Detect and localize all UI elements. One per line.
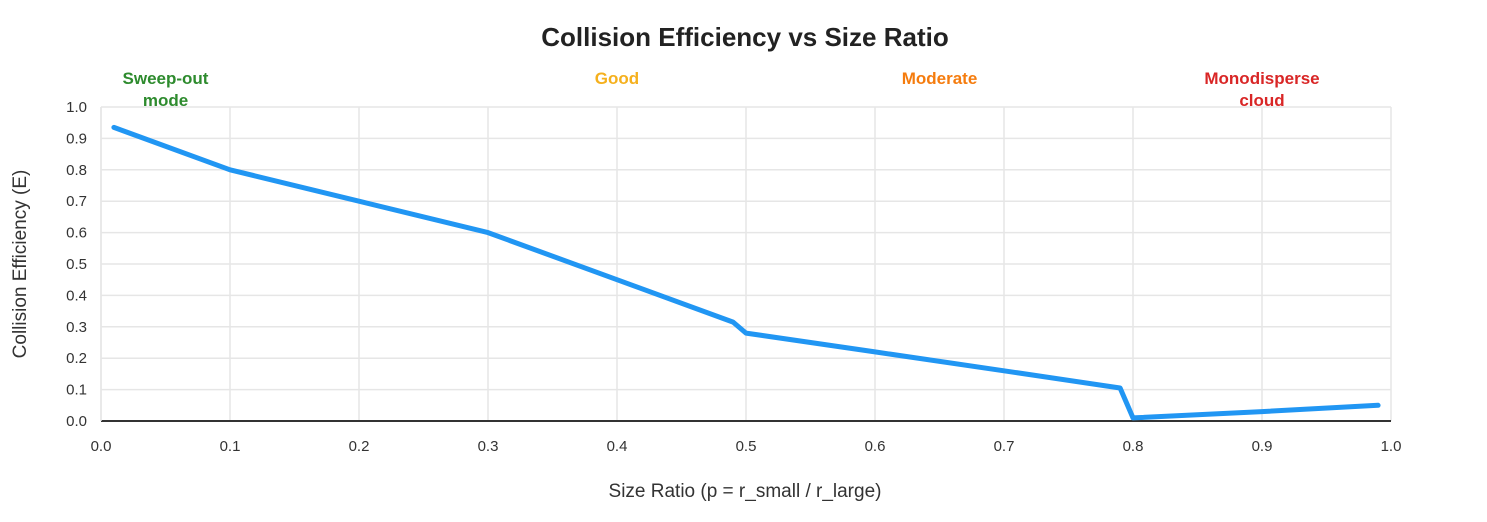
region-label: Monodisperse cloud: [1204, 69, 1319, 110]
region-label-line: Sweep-out: [123, 69, 209, 88]
grid: [100, 106, 1392, 422]
x-tick-label: 0.5: [736, 438, 757, 455]
y-tick-label: 1.0: [66, 99, 87, 116]
series: [111, 124, 1381, 421]
x-tick-label: 1.0: [1381, 438, 1402, 455]
x-tick-label: 0.1: [220, 438, 241, 455]
region-label: Moderate: [902, 69, 978, 88]
x-tick-label: 0.7: [994, 438, 1015, 455]
tick-labels: 0.0 0.1 0.2 0.3 0.4 0.5 0.6 0.7 0.8 0.9 1.0 0.0 0.1 0…: [66, 99, 1401, 455]
x-tick-label: 0.3: [478, 438, 499, 455]
x-tick-label: 0.4: [607, 438, 628, 455]
y-tick-label: 0.1: [66, 382, 87, 399]
chart-title: Collision Efficiency vs Size Ratio: [541, 22, 948, 52]
y-tick-label: 0.8: [66, 162, 87, 179]
y-tick-label: 0.6: [66, 225, 87, 242]
x-tick-label: 0.9: [1252, 438, 1273, 455]
y-axis-title: Collision Efficiency (E): [10, 170, 31, 359]
region-label-line: cloud: [1239, 91, 1284, 110]
y-tick-label: 0.2: [66, 350, 87, 367]
region-label-line: Moderate: [902, 69, 978, 88]
region-label-line: Good: [595, 69, 639, 88]
region-annotations: Sweep-out mode Good Moderate Monodisperse clo…: [123, 69, 1320, 110]
series-line: [111, 124, 1381, 421]
y-tick-label: 0.5: [66, 256, 87, 273]
region-label-line: mode: [143, 91, 188, 110]
y-tick-label: 0.3: [66, 319, 87, 336]
y-tick-label: 0.7: [66, 193, 87, 210]
region-label-line: Monodisperse: [1204, 69, 1319, 88]
x-tick-label: 0.0: [91, 438, 112, 455]
region-label: Sweep-out mode: [123, 69, 209, 110]
x-tick-label: 0.8: [1123, 438, 1144, 455]
x-tick-label: 0.2: [349, 438, 370, 455]
y-tick-label: 0.9: [66, 130, 87, 147]
x-axis-title: Size Ratio (p = r_small / r_large): [609, 481, 882, 502]
region-label: Good: [595, 69, 639, 88]
x-tick-label: 0.6: [865, 438, 886, 455]
y-tick-label: 0.0: [66, 413, 87, 430]
y-tick-label: 0.4: [66, 287, 87, 304]
axes: [100, 107, 1391, 422]
